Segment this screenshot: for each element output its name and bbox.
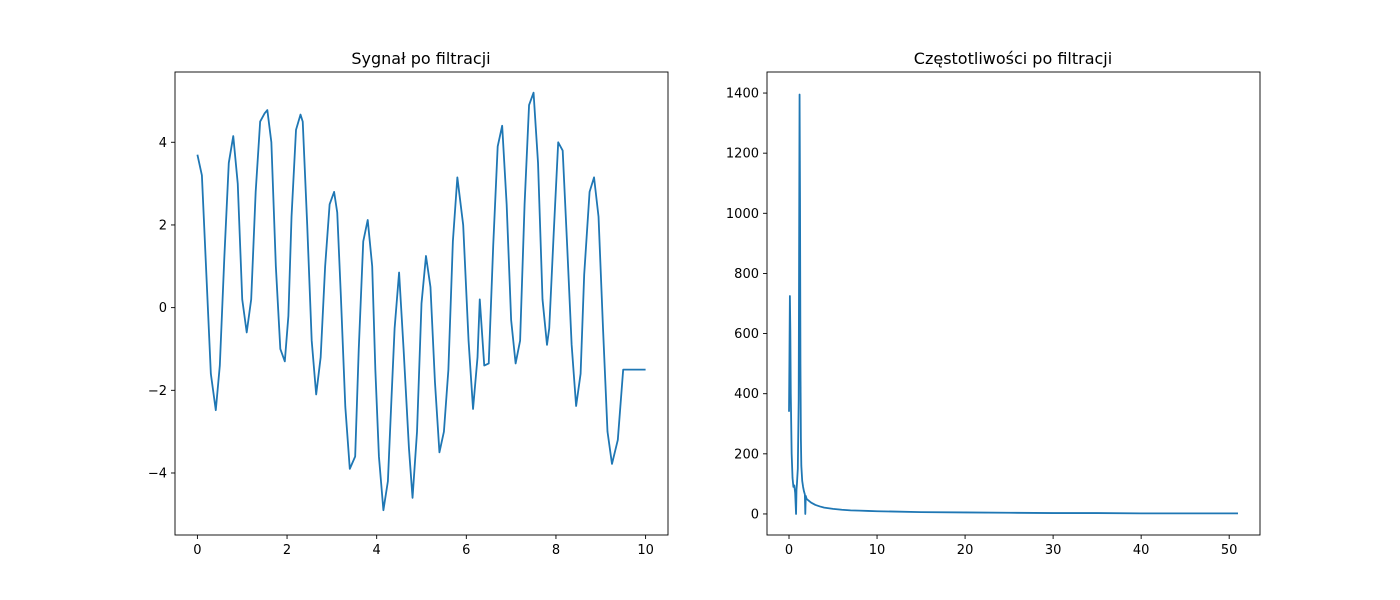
- signal-x-tick-label-4: 8: [552, 543, 560, 558]
- signal-x-tick-label-3: 6: [462, 543, 470, 558]
- spectrum-series-line-0: [788, 93, 1238, 515]
- signal-chart-title: Sygnał po filtracji: [351, 49, 490, 68]
- signal-chart: Sygnał po filtracji 0 2 4 6 8 10 −4 −2 0 2 4: [148, 49, 669, 558]
- signal-x-tick-label-0: 0: [193, 543, 201, 558]
- signal-x-tick-label-1: 2: [283, 543, 291, 558]
- signal-series-line-0: [196, 91, 646, 512]
- spectrum-y-tick-label-1: 200: [734, 447, 759, 462]
- spectrum-axes-frame: [766, 71, 1261, 536]
- spectrum-y-tick-label-7: 1400: [726, 87, 759, 102]
- spectrum-y-tick-label-5: 1000: [726, 207, 759, 222]
- spectrum-y-tick-label-6: 1200: [726, 147, 759, 162]
- spectrum-x-tick-label-1: 10: [869, 543, 886, 558]
- spectrum-y-tick-label-4: 800: [734, 267, 759, 282]
- spectrum-y-tick-label-2: 400: [734, 387, 759, 402]
- spectrum-x-tick-label-0: 0: [785, 543, 793, 558]
- signal-x-tick-label-2: 4: [373, 543, 381, 558]
- signal-y-tick-label-0: −4: [148, 466, 167, 481]
- spectrum-x-tick-label-3: 30: [1045, 543, 1062, 558]
- spectrum-plot-area: 0 10 20 30 40 50 0 200 400 600 800 1000 1200 1400: [726, 71, 1261, 558]
- signal-y-tick-label-3: 2: [159, 218, 167, 233]
- signal-y-tick-label-4: 4: [159, 136, 167, 151]
- spectrum-x-tick-label-5: 50: [1221, 543, 1238, 558]
- signal-y-tick-label-1: −2: [148, 384, 167, 399]
- spectrum-x-tick-label-2: 20: [957, 543, 974, 558]
- spectrum-chart-title: Częstotliwości po filtracji: [914, 49, 1112, 68]
- spectrum-y-tick-label-0: 0: [751, 507, 759, 522]
- signal-axes-frame: [174, 71, 669, 536]
- spectrum-x-tick-label-4: 40: [1133, 543, 1150, 558]
- spectrum-y-tick-label-3: 600: [734, 327, 759, 342]
- signal-plot-area: 0 2 4 6 8 10 −4 −2 0 2 4: [148, 71, 669, 558]
- signal-y-tick-label-2: 0: [159, 301, 167, 316]
- signal-x-tick-label-5: 10: [637, 543, 654, 558]
- spectrum-chart: Częstotliwości po filtracji 0 10 20 30 40 500…: [726, 49, 1261, 558]
